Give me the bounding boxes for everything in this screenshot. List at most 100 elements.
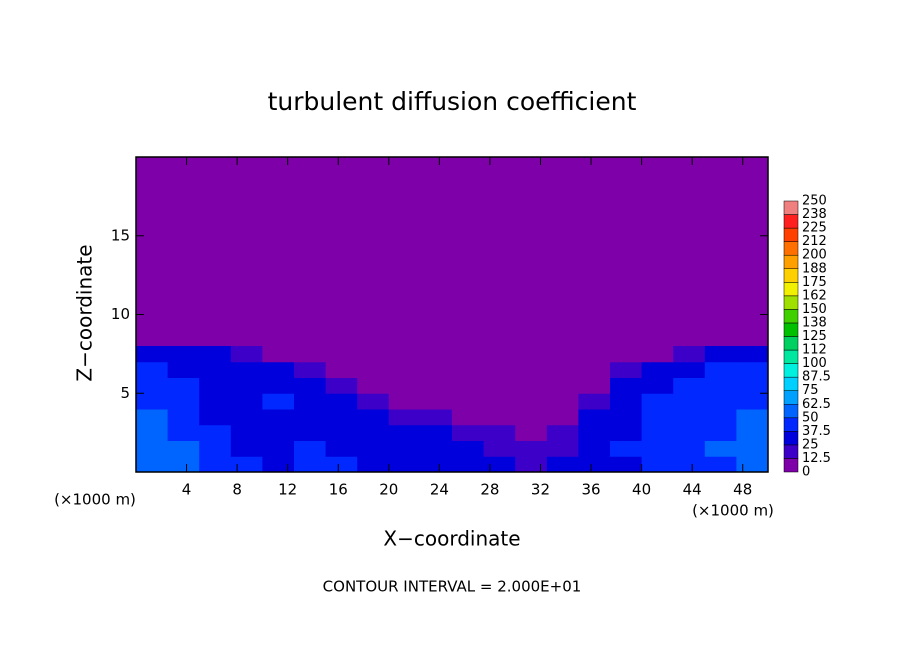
colorbar-swatch [783,282,799,297]
colorbar-swatch [783,214,799,229]
heat-cell [610,456,643,473]
colorbar-label: 125 [802,329,827,344]
colorbar-label: 87.5 [802,370,831,385]
heat-cell [420,377,453,394]
x-tick-label: 36 [581,481,600,499]
colorbar-swatch [783,254,799,269]
colorbar-swatch [783,390,799,405]
heat-cell [673,346,706,363]
heat-cell [199,377,232,394]
heat-cell [262,361,295,378]
heat-cell [167,393,200,410]
x-tick-label: 4 [182,481,192,499]
footnote: CONTOUR INTERVAL = 2.000E+01 [323,578,582,596]
heat-cell [641,346,674,363]
colorbar-label: 225 [802,221,827,236]
heat-cell [736,440,769,457]
heat-cell [673,361,706,378]
x-tick-label: 48 [733,481,752,499]
x-tick-label: 40 [632,481,651,499]
colorbar-label: 0 [802,465,810,480]
heat-cell [167,409,200,426]
heat-cell [578,346,611,363]
heat-cell [357,361,390,378]
heat-cell [673,409,706,426]
heat-cell [578,424,611,441]
heat-cell [673,393,706,410]
heat-cell [388,361,421,378]
heat-cell [294,361,327,378]
colorbar-swatch [783,200,799,215]
colorbar-swatch [783,431,799,446]
heat-cell [704,361,737,378]
heat-cell [483,440,516,457]
heat-cell [704,346,737,363]
heat-cell [388,456,421,473]
heat-cell [262,424,295,441]
heat-cell [610,377,643,394]
heat-cell [641,409,674,426]
x-axis-title: X−coordinate [383,527,520,551]
heat-cell [420,440,453,457]
heat-cell [230,409,263,426]
heat-cell [515,377,548,394]
colorbar-swatch [783,309,799,324]
colorbar-label: 150 [802,302,827,317]
x-tick-label: 12 [278,481,297,499]
heat-cell [704,409,737,426]
heat-cell [420,424,453,441]
heat-cell [167,456,200,473]
colorbar-label: 250 [802,194,827,209]
colorbar-label: 62.5 [802,397,831,412]
heat-cell [578,409,611,426]
heat-cell [167,346,200,363]
heat-cell [199,456,232,473]
colorbar-label: 238 [802,207,827,222]
heat-cell [262,440,295,457]
heat-cell [610,361,643,378]
colorbar-label: 25 [802,437,819,452]
heat-cell [736,424,769,441]
heat-cell [515,361,548,378]
heat-cell [136,361,169,378]
heat-cell [610,424,643,441]
heat-cell [388,409,421,426]
heat-cell [578,377,611,394]
heat-cell [736,361,769,378]
heat-cell [357,393,390,410]
heat-cell [136,424,169,441]
colorbar-label: 200 [802,248,827,263]
heat-cell [515,393,548,410]
heat-cell [452,393,485,410]
heat-cell [546,393,579,410]
heat-cell [262,456,295,473]
heat-cell [704,456,737,473]
heat-cell [420,409,453,426]
heat-cell [388,440,421,457]
colorbar-label: 175 [802,275,827,290]
heat-cell [230,393,263,410]
x-tick-label: 8 [232,481,242,499]
heat-cell [578,456,611,473]
heat-cell [483,393,516,410]
y-tick-label: 15 [111,226,130,244]
heat-cell [452,409,485,426]
x-tick-label: 28 [480,481,499,499]
colorbar-label: 212 [802,234,827,249]
colorbar-swatch [783,363,799,378]
heat-cell [483,456,516,473]
heat-cell [673,456,706,473]
heat-cell [199,409,232,426]
heat-cell [546,377,579,394]
colorbar-swatch [783,322,799,337]
heat-cell [325,361,358,378]
heat-cell [673,440,706,457]
x-unit-label: (×1000 m) [692,502,774,520]
colorbar-swatch [783,404,799,419]
y-axis-title: Z−coordinate [73,244,97,381]
heat-cell [294,346,327,363]
y-tick-label: 5 [120,384,130,402]
heat-cell [136,409,169,426]
heat-cell [546,440,579,457]
colorbar-swatch [783,444,799,459]
